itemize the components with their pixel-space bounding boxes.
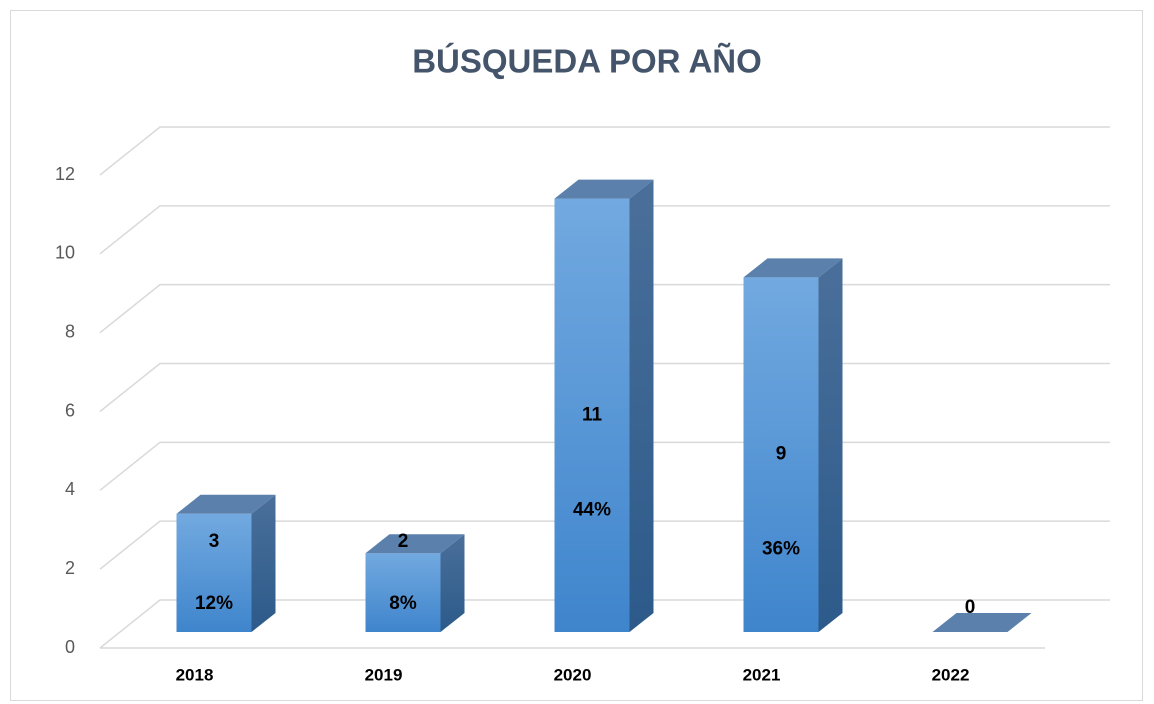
- percent-label: 12%: [195, 593, 233, 614]
- value-label: 0: [965, 597, 976, 618]
- x-tick-label: 2018: [176, 665, 214, 684]
- grid-line: [99, 205, 1110, 255]
- percent-label: 8%: [389, 593, 417, 614]
- value-label: 2: [398, 531, 409, 552]
- value-label: 3: [209, 531, 220, 552]
- bar: [743, 258, 843, 632]
- x-tick-label: 2022: [932, 665, 970, 684]
- bar-front: [743, 277, 819, 632]
- x-tick-label: 2020: [554, 665, 592, 684]
- y-tick-label: 0: [65, 637, 75, 657]
- value-label: 9: [776, 444, 787, 465]
- bar-front: [365, 553, 441, 632]
- x-tick-label: 2021: [743, 665, 781, 684]
- y-tick-label: 12: [55, 164, 75, 184]
- bar-top: [365, 534, 465, 554]
- bar-top: [743, 258, 843, 278]
- bar: [554, 179, 654, 632]
- chart-title: BÚSQUEDA POR AÑO: [412, 43, 762, 80]
- y-tick-label: 6: [65, 400, 75, 420]
- bar-side: [440, 534, 465, 632]
- bar-top: [932, 613, 1032, 632]
- y-tick-label: 10: [55, 243, 75, 263]
- bar-front: [176, 513, 252, 632]
- bar-top: [554, 179, 654, 199]
- value-label: 11: [582, 404, 603, 425]
- y-tick-label: 8: [65, 321, 75, 341]
- bar-side: [251, 494, 276, 632]
- x-tick-label: 2019: [365, 665, 403, 684]
- percent-label: 36%: [762, 539, 800, 560]
- bar: [365, 534, 465, 632]
- bar-front: [554, 198, 630, 632]
- y-tick-label: 2: [65, 558, 75, 578]
- bar-side: [818, 258, 843, 632]
- bar-top: [176, 494, 276, 514]
- y-tick-label: 4: [65, 479, 75, 499]
- bar: [176, 494, 276, 632]
- percent-label: 44%: [573, 499, 611, 520]
- grid-line: [99, 126, 1110, 176]
- bar: [932, 613, 1032, 632]
- bar-side: [629, 179, 654, 632]
